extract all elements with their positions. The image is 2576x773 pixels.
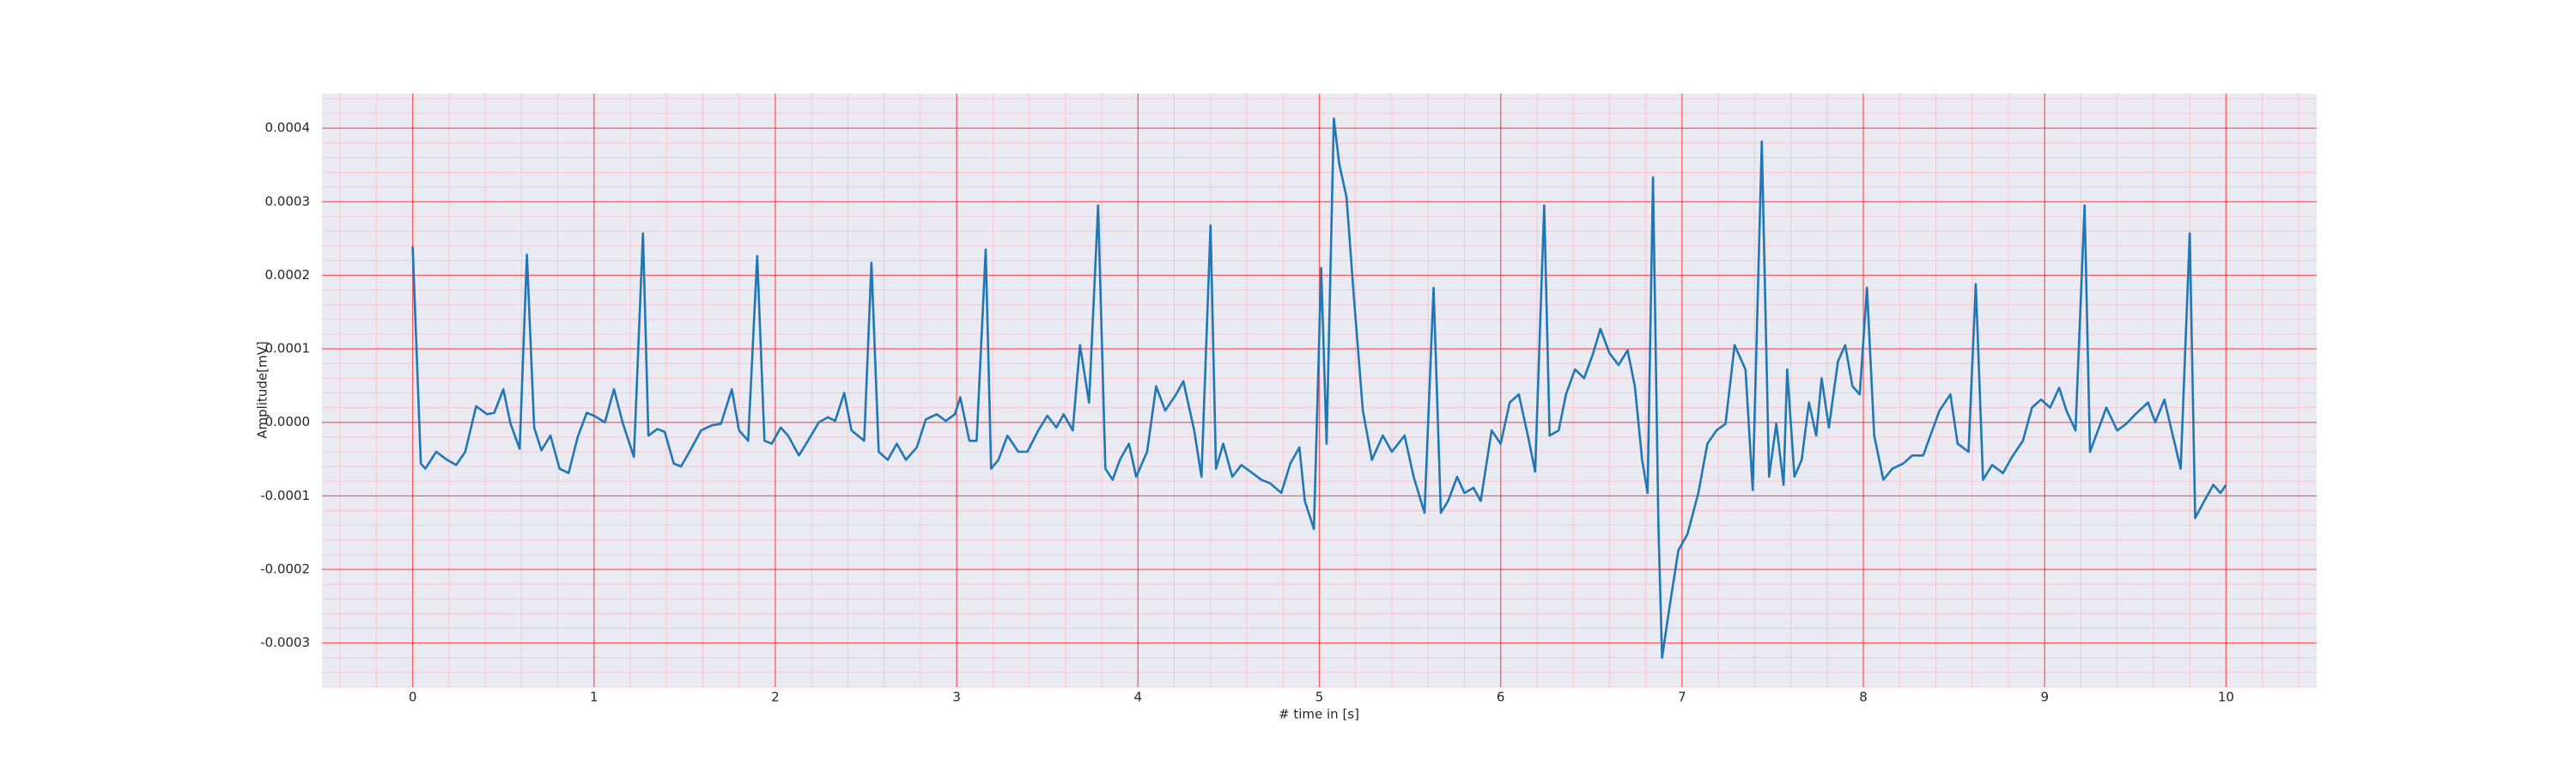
- x-tick-label: 0: [409, 690, 417, 705]
- x-tick-label: 4: [1134, 690, 1143, 705]
- y-tick-label: 0.0003: [265, 193, 311, 209]
- x-tick-label: 6: [1497, 690, 1505, 705]
- x-tick-label: 2: [771, 690, 780, 705]
- y-axis-label: Amplitude[mV]: [255, 341, 270, 438]
- y-tick-label: 0.0002: [265, 267, 311, 283]
- x-axis-label: # time in [s]: [1279, 707, 1359, 722]
- x-tick-label: 9: [2040, 690, 2049, 705]
- signal-line: [411, 117, 2227, 660]
- x-tick-label: 7: [1678, 690, 1686, 705]
- y-tick-label: 0.0004: [265, 120, 311, 136]
- y-tick-label: -0.0001: [260, 488, 310, 503]
- x-tick-label: 8: [1859, 690, 1868, 705]
- x-tick-label: 5: [1315, 690, 1324, 705]
- y-tick-label: -0.0003: [260, 635, 310, 650]
- x-tick-label: 10: [2218, 690, 2234, 705]
- y-tick-label: -0.0002: [260, 561, 310, 576]
- y-tick-label: 0.0001: [265, 341, 311, 356]
- x-tick-label: 3: [952, 690, 961, 705]
- y-tick-label: 0.0000: [265, 414, 311, 429]
- x-tick-label: 1: [590, 690, 598, 705]
